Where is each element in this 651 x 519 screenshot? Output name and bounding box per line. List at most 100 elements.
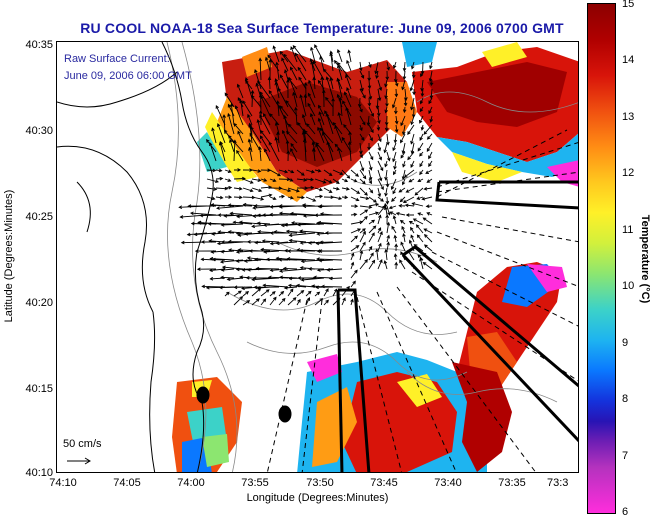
current-vector: [320, 284, 343, 289]
current-vector: [385, 196, 390, 205]
current-vector: [246, 240, 262, 244]
current-vector: [219, 259, 244, 264]
current-vector: [429, 115, 434, 123]
current-vector: [350, 169, 360, 177]
current-vector: [368, 219, 376, 225]
current-vector: [253, 285, 280, 290]
current-vector: [269, 178, 277, 183]
current-vector: [242, 290, 250, 297]
current-vector: [383, 202, 388, 216]
current-vector: [350, 288, 356, 297]
current-vector: [426, 212, 433, 216]
current-vector: [368, 61, 372, 69]
current-vector: [377, 142, 382, 152]
current-vector: [384, 106, 389, 114]
colorbar-tick: 15: [622, 0, 635, 10]
current-vector: [261, 239, 280, 243]
current-vector: [323, 187, 333, 193]
current-vector: [368, 124, 374, 134]
current-vector: [287, 169, 295, 174]
current-vector: [211, 232, 226, 236]
current-vector: [377, 151, 383, 161]
current-vector: [308, 267, 325, 271]
current-vector: [402, 232, 406, 243]
ytick-label: 40:20: [25, 297, 53, 309]
current-vector: [377, 160, 384, 172]
current-vector: [251, 287, 262, 297]
current-vector: [247, 113, 253, 126]
current-vector: [402, 196, 415, 204]
current-vector: [429, 61, 433, 70]
current-vector: [400, 151, 406, 159]
current-vector: [284, 69, 289, 81]
current-vector: [233, 122, 244, 135]
sst-southeast-feature: [457, 262, 567, 397]
current-vector: [306, 123, 316, 135]
current-vector: [359, 133, 365, 142]
current-vector: [257, 80, 271, 99]
map-title-text: RU COOL NOAA-18 Sea Surface Temperature:…: [80, 20, 564, 36]
current-vector: [237, 130, 244, 144]
current-vector: [314, 213, 343, 217]
current-vector: [384, 124, 389, 132]
overlay-current-time: June 09, 2006 06:00 GMT: [64, 70, 192, 82]
current-vector: [319, 127, 334, 144]
current-vector: [232, 220, 253, 225]
current-vector: [224, 169, 232, 173]
current-vector: [399, 259, 406, 270]
current-vector: [368, 245, 373, 252]
current-vector: [255, 266, 280, 271]
current-vector: [426, 178, 433, 183]
current-vector: [384, 187, 388, 197]
current-vector: [206, 168, 217, 173]
colorbar-tick: 11: [622, 224, 634, 236]
colorbar-tick: 9: [622, 337, 629, 349]
current-vector: [377, 187, 382, 198]
current-vector: [414, 187, 424, 196]
current-vector: [286, 78, 290, 99]
current-vector: [368, 202, 380, 207]
current-vector: [259, 135, 271, 153]
current-vector: [345, 74, 352, 90]
current-vector: [346, 59, 352, 72]
current-vector: [412, 88, 416, 96]
sst-south-region: [297, 352, 512, 472]
current-vector: [337, 61, 352, 81]
current-vector: [309, 113, 316, 126]
current-vector: [251, 277, 280, 282]
current-vector: [350, 298, 354, 306]
current-vector: [337, 147, 343, 162]
current-vector: [410, 97, 415, 111]
current-vector: [428, 160, 433, 167]
current-vector: [186, 232, 208, 237]
current-vector: [428, 106, 433, 115]
current-vector: [278, 187, 292, 193]
current-vector: [208, 142, 217, 162]
current-vector: [394, 124, 399, 134]
current-vector: [359, 151, 363, 159]
current-vector: [305, 297, 311, 306]
current-vector: [250, 89, 255, 108]
current-vector: [286, 150, 291, 162]
current-vector: [402, 61, 407, 72]
current-vector: [407, 151, 415, 161]
current-vector: [211, 127, 217, 144]
current-vector: [385, 178, 390, 188]
xtick-label: 73:45: [370, 477, 398, 489]
current-vector: [375, 97, 380, 110]
current-vector: [297, 66, 307, 81]
current-vector: [409, 79, 415, 92]
current-vector: [260, 193, 273, 198]
current-vector: [398, 203, 406, 208]
current-vector: [314, 187, 323, 192]
current-vector: [263, 113, 271, 126]
current-vector: [428, 70, 433, 83]
current-vector: [263, 250, 280, 254]
y-axis-label: Latitude (Degrees:Minutes): [3, 189, 15, 323]
current-vector: [386, 205, 391, 216]
current-vector: [341, 187, 350, 191]
current-vector: [359, 124, 363, 132]
current-vector: [215, 176, 224, 181]
current-vector: [290, 147, 298, 162]
current-vector: [401, 178, 406, 186]
